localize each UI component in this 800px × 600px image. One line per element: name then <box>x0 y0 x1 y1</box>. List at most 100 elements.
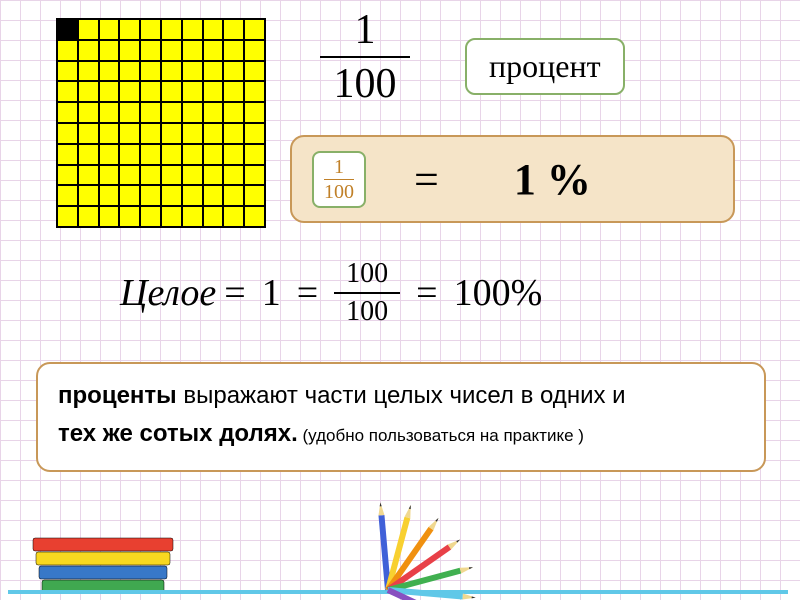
grid-cell <box>79 20 98 39</box>
grid-cell <box>183 186 202 205</box>
small-fraction-bar <box>324 179 354 180</box>
grid-cell <box>245 103 264 122</box>
grid-cell <box>141 145 160 164</box>
grid-cell <box>224 41 243 60</box>
grid-cell <box>224 207 243 226</box>
grid-cell <box>183 145 202 164</box>
grid-cell <box>162 207 181 226</box>
grid-cell <box>204 82 223 101</box>
grid-cell <box>141 62 160 81</box>
grid-cell <box>120 103 139 122</box>
grid-cell <box>183 166 202 185</box>
whole-fraction-numerator: 100 <box>346 258 388 290</box>
grid-cell <box>141 20 160 39</box>
small-fraction-denominator: 100 <box>324 182 354 202</box>
grid-cell <box>100 103 119 122</box>
grid-cell <box>245 166 264 185</box>
grid-cell <box>58 166 77 185</box>
grid-cell <box>100 20 119 39</box>
whole-fraction: 100 100 <box>334 258 400 328</box>
whole-word: Целое <box>120 271 216 315</box>
grid-cell <box>204 124 223 143</box>
grid-cell <box>162 41 181 60</box>
grid-cell <box>245 186 264 205</box>
grid-cell <box>58 62 77 81</box>
grid-cell <box>79 145 98 164</box>
grid-cell <box>245 20 264 39</box>
grid-cell <box>100 41 119 60</box>
grid-cell <box>183 207 202 226</box>
small-fraction-box: 1 100 <box>312 151 366 208</box>
grid-cell <box>79 166 98 185</box>
whole-fraction-denominator: 100 <box>346 296 388 328</box>
grid-cell <box>100 145 119 164</box>
grid-cell <box>183 41 202 60</box>
whole-equation: Целое = 1 = 100 100 = 100% <box>120 258 550 328</box>
grid-cell <box>204 145 223 164</box>
grid-cell <box>224 145 243 164</box>
grid-cell <box>162 62 181 81</box>
grid-cell <box>100 207 119 226</box>
grid-cell <box>162 145 181 164</box>
grid-cell <box>100 186 119 205</box>
definition-bold: проценты <box>58 382 177 409</box>
grid-cell <box>245 41 264 60</box>
grid-cell <box>120 41 139 60</box>
grid-cell <box>183 124 202 143</box>
fraction-numerator: 1 <box>320 6 410 54</box>
grid-cell <box>79 41 98 60</box>
one-percent-result: 1 % <box>514 154 591 205</box>
fraction-one-hundredth: 1 100 <box>320 6 410 108</box>
grid-cell <box>120 186 139 205</box>
grid-cell <box>224 166 243 185</box>
grid-cell <box>141 207 160 226</box>
grid-cell <box>162 20 181 39</box>
grid-cell <box>183 62 202 81</box>
grid-cell <box>58 82 77 101</box>
equation-box: 1 100 = 1 % <box>290 135 735 223</box>
grid-cell <box>204 20 223 39</box>
whole-fraction-bar <box>334 292 400 294</box>
grid-cell <box>58 145 77 164</box>
grid-cell <box>120 82 139 101</box>
grid-cell <box>204 62 223 81</box>
grid-cell <box>204 166 223 185</box>
grid-cell <box>162 166 181 185</box>
grid-cell <box>58 20 77 39</box>
grid-cell <box>162 124 181 143</box>
grid-cell <box>120 124 139 143</box>
grid-cell <box>183 82 202 101</box>
whole-one: 1 <box>262 271 281 315</box>
grid-cell <box>224 124 243 143</box>
grid-cell <box>141 186 160 205</box>
grid-cell <box>204 41 223 60</box>
grid-cell <box>120 145 139 164</box>
grid-cell <box>141 166 160 185</box>
small-fraction-numerator: 1 <box>324 157 354 177</box>
grid-cell <box>204 186 223 205</box>
definition-line1: выражают части целых чисел в одних и <box>177 382 626 409</box>
grid-cell <box>141 82 160 101</box>
fraction-denominator: 100 <box>320 60 410 108</box>
grid-cell <box>245 82 264 101</box>
grid-cell <box>162 103 181 122</box>
grid-cell <box>100 124 119 143</box>
definition-line2: тех же сотых долях. <box>58 420 298 447</box>
grid-cell <box>79 186 98 205</box>
grid-cell <box>79 207 98 226</box>
fraction-bar <box>320 56 410 58</box>
eq-sign-3: = <box>416 271 437 315</box>
grid-cell <box>245 207 264 226</box>
grid-cell <box>58 41 77 60</box>
grid-cell <box>100 166 119 185</box>
percent-label-text: процент <box>489 48 601 84</box>
grid-cell <box>58 207 77 226</box>
grid-cell <box>224 186 243 205</box>
grid-cell <box>245 145 264 164</box>
grid-cell <box>79 103 98 122</box>
grid-cell <box>141 124 160 143</box>
eq-sign-2: = <box>297 271 318 315</box>
grid-cell <box>141 103 160 122</box>
equals-sign: = <box>414 154 439 205</box>
grid-cell <box>120 62 139 81</box>
